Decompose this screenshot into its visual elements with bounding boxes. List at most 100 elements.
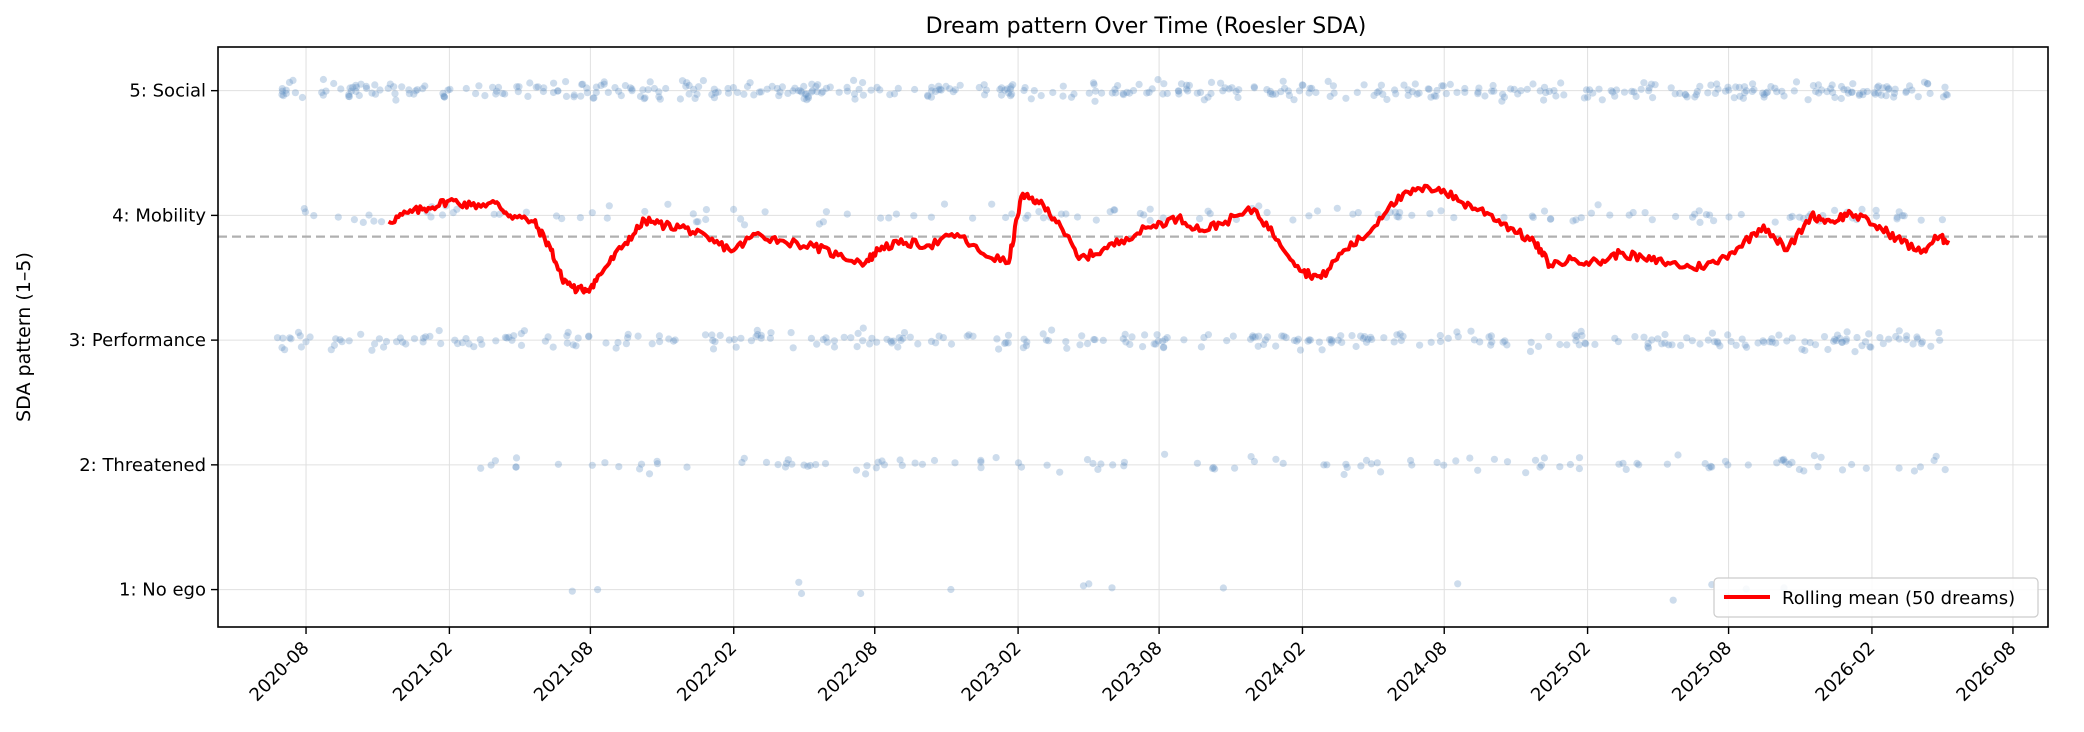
scatter-point — [440, 93, 449, 101]
scatter-point — [363, 84, 371, 92]
scatter-point — [932, 339, 940, 347]
scatter-point — [693, 90, 701, 98]
scatter-point — [1640, 79, 1648, 87]
scatter-point — [928, 83, 936, 91]
scatter-point — [808, 88, 816, 96]
scatter-point — [1290, 336, 1298, 344]
scatter-point — [446, 85, 454, 93]
scatter-point — [554, 460, 563, 468]
scatter-point — [1163, 334, 1171, 342]
scatter-point — [371, 81, 379, 89]
scatter-point — [577, 92, 585, 100]
scatter-point — [512, 463, 520, 471]
scatter-point — [564, 328, 572, 336]
scatter-point — [1217, 79, 1225, 87]
scatter-point — [499, 89, 507, 98]
scatter-point — [1119, 90, 1127, 98]
scatter-point — [350, 216, 358, 224]
scatter-point — [1399, 332, 1407, 340]
scatter-point — [419, 85, 427, 93]
scatter-point — [357, 80, 365, 88]
scatter-point — [1304, 337, 1312, 345]
scatter-point — [702, 206, 711, 214]
scatter-point — [951, 459, 959, 467]
scatter-point — [279, 334, 287, 342]
scatter-point — [1893, 213, 1901, 221]
scatter-point — [1062, 338, 1070, 346]
scatter-point — [1306, 336, 1314, 344]
scatter-point — [1085, 580, 1093, 588]
scatter-point — [371, 340, 379, 348]
scatter-point — [1591, 340, 1599, 348]
scatter-point — [1432, 92, 1440, 100]
scatter-point — [578, 80, 586, 89]
scatter-point — [1892, 332, 1900, 341]
scatter-point — [1367, 333, 1375, 341]
scatter-point — [1269, 90, 1277, 99]
scatter-point — [1323, 461, 1331, 469]
scatter-point — [1895, 208, 1903, 216]
scatter-point — [975, 83, 983, 92]
scatter-point — [1859, 91, 1867, 99]
scatter-point — [1145, 88, 1153, 96]
scatter-point — [1941, 466, 1949, 474]
scatter-point — [1299, 81, 1307, 89]
scatter-point — [1329, 82, 1337, 90]
scatter-point — [689, 210, 697, 218]
scatter-point — [918, 460, 927, 468]
scatter-point — [1126, 340, 1134, 348]
scatter-point — [852, 466, 861, 474]
scatter-point — [1837, 82, 1846, 91]
scatter-point — [1390, 338, 1398, 346]
scatter-point — [273, 334, 282, 342]
scatter-point — [1108, 89, 1116, 97]
scatter-point — [1308, 84, 1316, 92]
scatter-point — [376, 86, 384, 94]
scatter-point — [1284, 87, 1292, 95]
scatter-point — [282, 86, 290, 94]
scatter-point — [1235, 86, 1243, 94]
scatter-point — [505, 333, 513, 341]
scatter-point — [517, 341, 526, 349]
scatter-point — [318, 88, 326, 96]
scatter-point — [1004, 89, 1013, 97]
scatter-point — [1644, 339, 1652, 347]
scatter-point — [1926, 89, 1934, 98]
scatter-point — [1092, 87, 1100, 95]
scatter-point — [1589, 89, 1597, 97]
scatter-point — [1476, 338, 1484, 346]
scatter-point — [804, 462, 812, 470]
scatter-point — [822, 84, 831, 92]
scatter-point — [1818, 86, 1826, 94]
scatter-point — [588, 209, 596, 217]
scatter-point — [646, 78, 654, 86]
scatter-point — [1890, 89, 1899, 97]
scatter-point — [1545, 332, 1553, 341]
scatter-point — [588, 461, 596, 469]
scatter-point — [472, 90, 480, 98]
scatter-point — [1739, 94, 1747, 102]
scatter-point — [1671, 90, 1679, 98]
scatter-point — [1083, 456, 1092, 464]
scatter-point — [1125, 89, 1134, 97]
scatter-point — [1885, 85, 1893, 93]
legend[interactable]: Rolling mean (50 dreams) — [1713, 577, 2039, 618]
scatter-point — [279, 92, 287, 100]
scatter-point — [817, 89, 826, 97]
scatter-point — [867, 86, 875, 94]
scatter-point — [1002, 339, 1010, 347]
scatter-point — [1327, 339, 1335, 347]
scatter-point — [1260, 340, 1268, 349]
scatter-point — [1393, 213, 1401, 221]
scatter-point — [1550, 87, 1558, 95]
scatter-point — [583, 89, 592, 97]
scatter-point — [1838, 338, 1846, 346]
scatter-point — [1090, 335, 1098, 344]
scatter-point — [1079, 582, 1088, 590]
scatter-point — [678, 77, 687, 85]
scatter-point — [1902, 88, 1910, 97]
scatter-point — [345, 91, 353, 99]
scatter-point — [683, 79, 691, 87]
scatter-point — [937, 86, 945, 94]
scatter-point — [1148, 85, 1156, 93]
